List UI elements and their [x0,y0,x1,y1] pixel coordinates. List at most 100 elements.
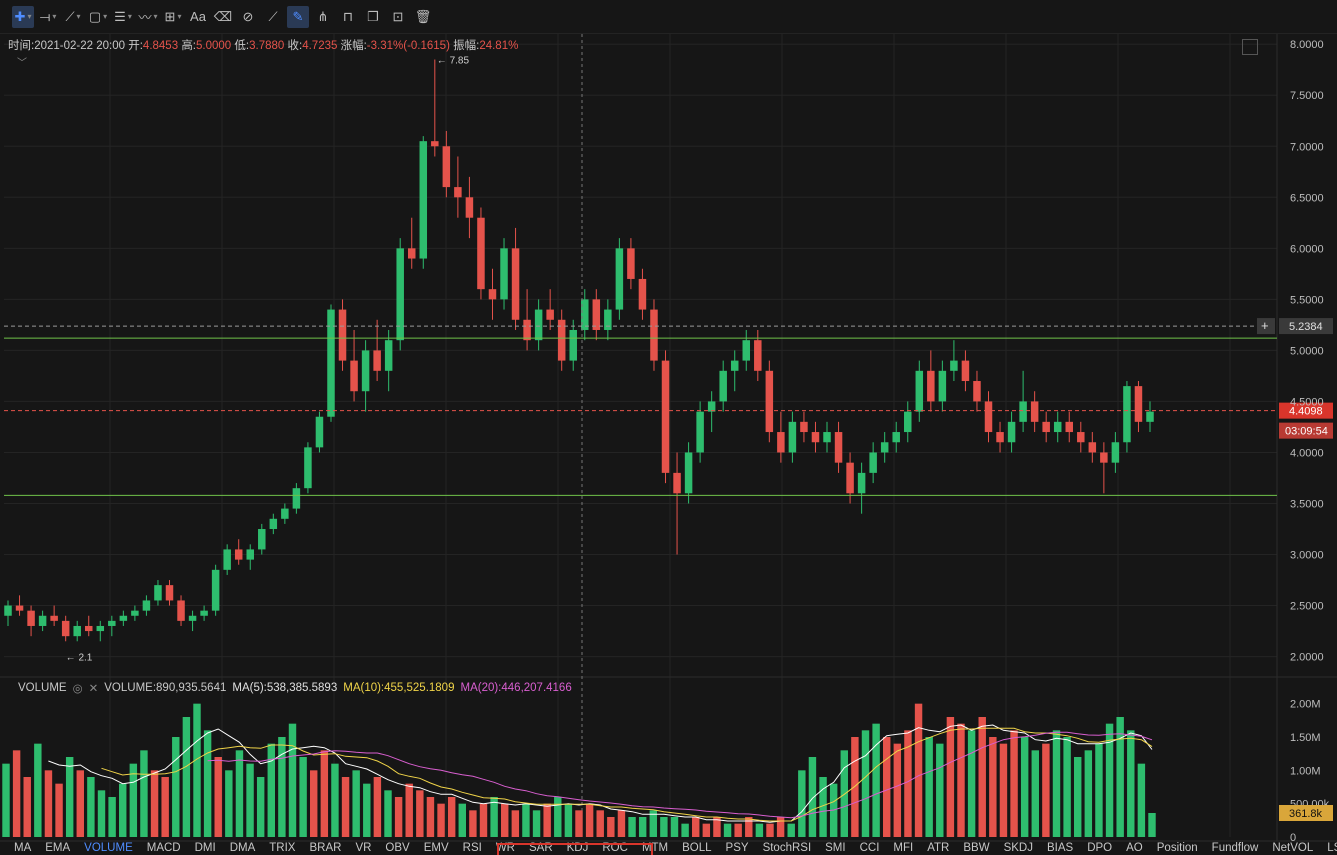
volume-bar [1137,763,1146,837]
indicator-emv[interactable]: EMV [423,842,449,854]
fib-tool[interactable]: ☰ ▾ [112,6,134,28]
indicator-atr[interactable]: ATR [927,842,950,854]
volume-bar [140,750,148,837]
indicator-ema[interactable]: EMA [45,842,71,854]
volume-bar [225,770,233,837]
volume-title: VOLUME [18,682,67,694]
settings-tool[interactable]: ⊡ [387,6,409,28]
volume-bar [1095,743,1103,837]
plus-icon: + [1261,318,1269,333]
indicator-obv[interactable]: OBV [385,842,410,854]
indicator-brar[interactable]: BRAR [309,842,342,854]
indicator-cci[interactable]: CCI [859,842,880,854]
candle-body [996,432,1004,443]
indicator-mtm[interactable]: MTM [641,842,669,854]
indicator-psy[interactable]: PSY [725,842,749,854]
draw-mode-tool[interactable]: ✎ [287,5,309,28]
price-tick-label: 8.0000 [1290,39,1324,51]
wave-tool[interactable]: 〰 ▾ [137,6,159,28]
volume-bar [745,817,753,837]
candle-body [50,615,58,621]
trend-line-tool[interactable]: ⟋ ▾ [62,6,84,28]
indicator-rsi[interactable]: RSI [462,842,482,854]
measure-tool[interactable]: ⊞ ▾ [162,6,184,28]
price-tick-label: 7.5000 [1290,90,1324,102]
collapse-chevron-icon[interactable]: ﹀ [17,58,27,69]
volume-bar [447,797,456,837]
indicator-volume[interactable]: VOLUME [84,842,133,854]
close-value: 4.7235 [302,40,338,52]
trash-icon: 🗑 [414,8,432,24]
candle-body [581,299,589,330]
volume-bar [310,770,318,837]
indicator-fundflow[interactable]: Fundflow [1211,842,1259,854]
volume-bar [55,783,63,837]
indicator-bbw[interactable]: BBW [963,842,990,854]
indicator-wr[interactable]: WR [495,842,515,854]
indicator-lsur[interactable]: LSUR [1327,842,1337,854]
crosshair-tool[interactable]: ✚ ▾ [12,5,34,28]
candle-body [1030,401,1039,422]
volume-bar [1105,723,1114,837]
indicator-macd[interactable]: MACD [146,842,181,854]
caret-down-icon: ▾ [153,12,158,21]
level-lines: +5.2384 4.4098 03:09:54 [4,34,1333,837]
volume-bar [776,817,785,837]
hide-tool[interactable]: ❐ [362,6,384,28]
indicator-vr[interactable]: VR [355,842,372,854]
close-icon[interactable]: ✕ [88,683,99,695]
indicator-dma[interactable]: DMA [229,842,256,854]
candle-body [984,401,993,433]
indicator-boll[interactable]: BOLL [682,842,712,854]
price-tick-label: 5.0000 [1290,345,1324,357]
indicator-kdj[interactable]: KDJ [566,842,589,854]
candle-body [800,421,808,433]
fullscreen-icon[interactable] [1242,39,1258,55]
candle-body [27,610,35,626]
indicator-position[interactable]: Position [1156,842,1198,854]
indicator-stochrsi[interactable]: StochRSI [762,842,812,854]
horizontal-line-tool[interactable]: ⟞ ▾ [37,6,59,28]
indicator-dmi[interactable]: DMI [194,842,216,854]
indicator-sar[interactable]: SAR [528,842,553,854]
candle-body [904,411,912,433]
indicator-smi[interactable]: SMI [825,842,846,854]
candle-body [477,217,485,290]
volume-ma-line [207,731,1153,819]
text-tool[interactable]: Aa [187,6,209,28]
volume-bar [702,823,711,837]
indicator-roc[interactable]: ROC [602,842,628,854]
open-label: 开: [128,40,143,52]
eye-icon[interactable]: ◎ [72,683,83,695]
volume-bar [946,717,955,837]
candle-body [823,432,831,443]
delete-tool[interactable]: 🗑 [412,6,434,28]
volume-bar [2,763,10,837]
eraser-tool[interactable]: ⌫ [212,6,234,28]
indicator-ai-netvol[interactable]: AI-NetVOL [1272,842,1314,854]
indicator-mfi[interactable]: MFI [893,842,914,854]
pencil-icon: ✎ [292,8,304,24]
rectangle-tool[interactable]: ▢ ▾ [87,6,109,28]
price-tick-label: 3.5000 [1290,498,1324,510]
indicator-ao[interactable]: AO [1126,842,1143,854]
lock-tool[interactable]: ⋔ [312,6,334,28]
low-value: 3.7880 [249,40,285,52]
ruler-tool[interactable]: ⟋ [262,6,284,28]
volume-bar [278,737,286,837]
lock-all-tool[interactable]: ⊓ [337,6,359,28]
caret-down-icon: ▾ [27,12,32,21]
indicator-bias[interactable]: BIAS [1046,842,1074,854]
magnet-tool[interactable]: ⊘ [237,6,259,28]
volume-tick-label: 2.00M [1290,699,1321,711]
indicator-ma[interactable]: MA [14,842,32,854]
close-label: 收: [287,40,303,52]
indicator-skdj[interactable]: SKDJ [1003,842,1033,854]
low-label: 低: [234,40,250,52]
candle-body [961,360,970,382]
indicator-trix[interactable]: TRIX [269,842,296,854]
volume-bar [936,743,944,837]
candle-body [165,585,174,601]
indicator-dpo[interactable]: DPO [1087,842,1113,854]
